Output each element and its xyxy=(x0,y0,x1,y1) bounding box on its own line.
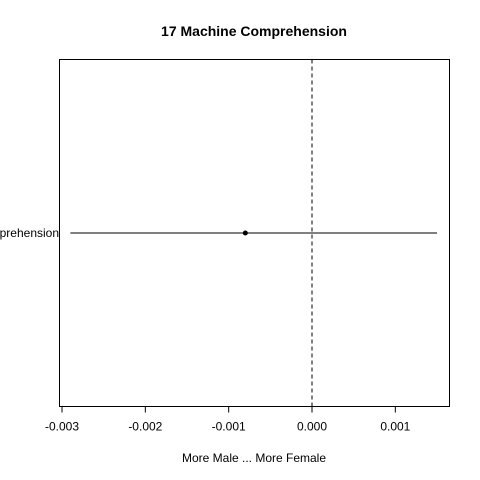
point-estimate xyxy=(242,230,248,236)
chart-title: 17 Machine Comprehension xyxy=(161,23,347,39)
y-axis-labels: Machine Comprehension xyxy=(0,226,59,240)
x-axis-label: More Male ... More Female xyxy=(182,451,326,465)
x-tick-label: 0.000 xyxy=(297,420,327,434)
x-tick-label: 0.001 xyxy=(380,420,410,434)
data-layer xyxy=(70,230,437,236)
x-tick-label: -0.003 xyxy=(45,420,79,434)
x-tick-label: -0.001 xyxy=(212,420,246,434)
y-category-label: Machine Comprehension xyxy=(0,226,59,240)
x-tick-label: -0.002 xyxy=(128,420,162,434)
x-axis: -0.003 -0.002 -0.001 0.000 0.001 xyxy=(45,406,411,434)
